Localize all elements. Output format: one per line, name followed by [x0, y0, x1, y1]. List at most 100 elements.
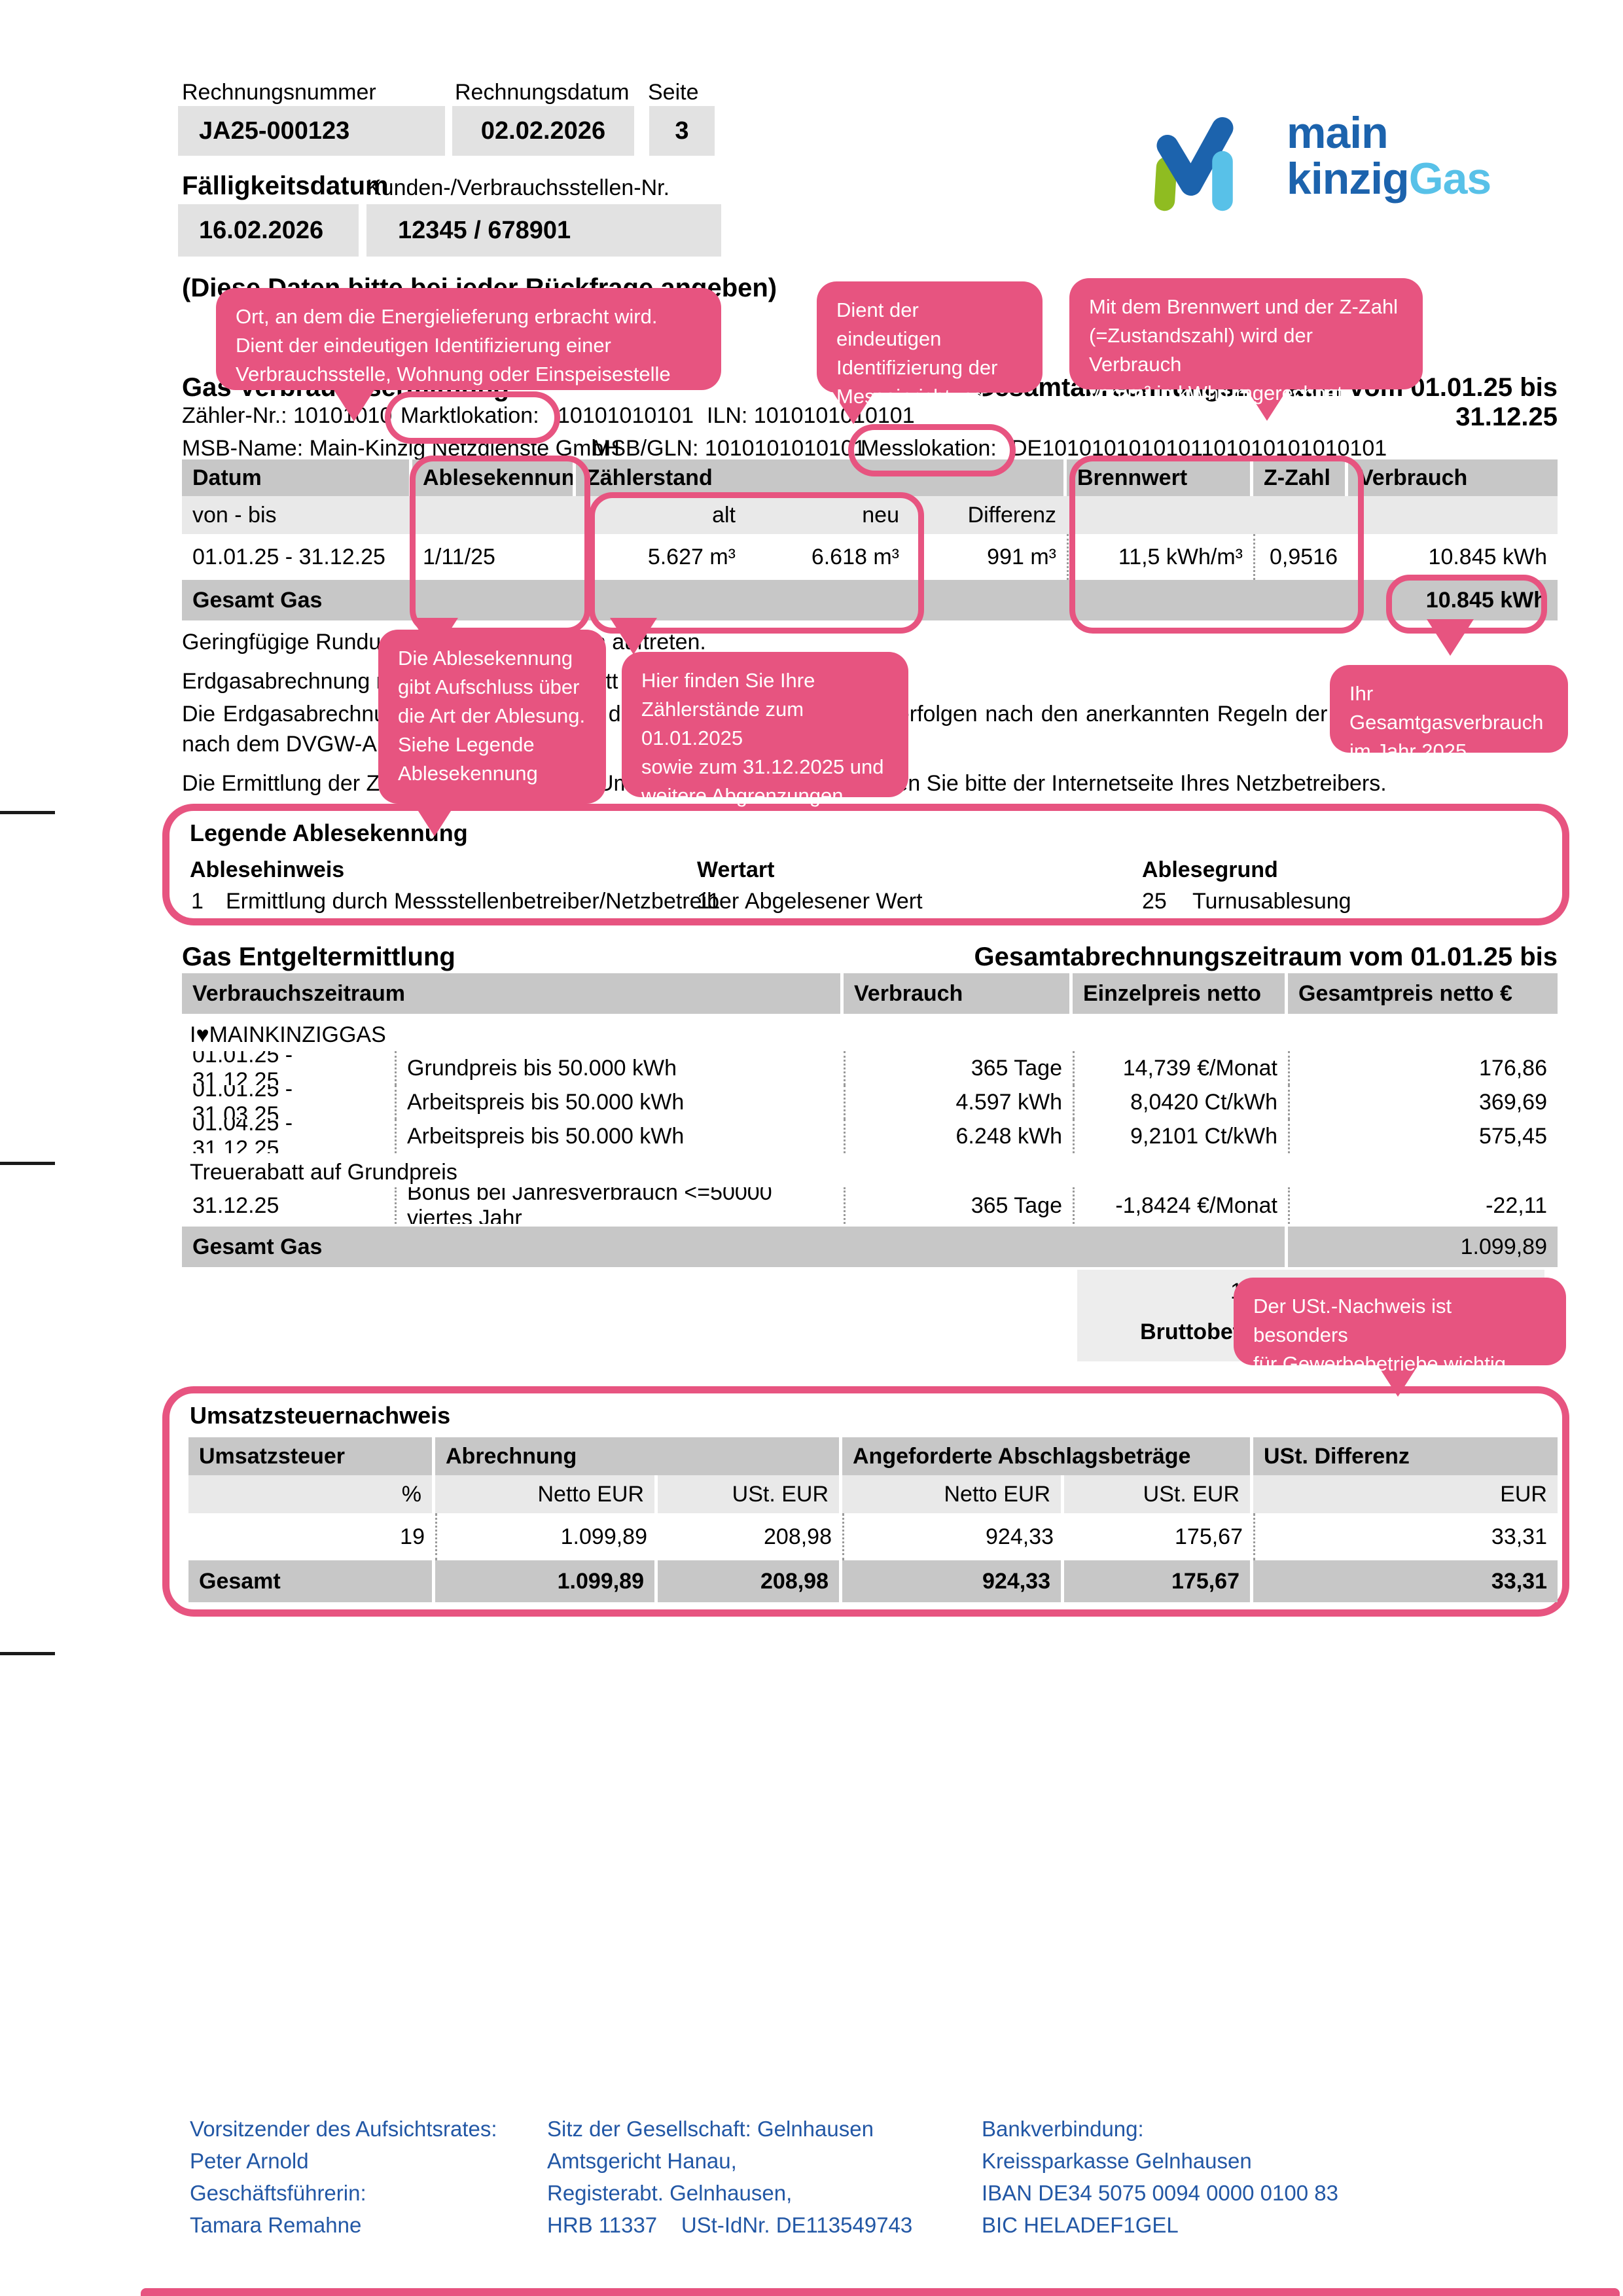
- logo-word-gas: Gas: [1408, 154, 1492, 204]
- logo-wordmark: main kinzigGas: [1287, 110, 1491, 215]
- cell-einzelpreis: 9,2101 Ct/kWh: [1073, 1119, 1288, 1153]
- col-ust-differenz: USt. Differenz: [1264, 1443, 1410, 1469]
- cell-prozent: 19: [400, 1524, 425, 1549]
- legende-col1-header: Ablesehinweis: [190, 857, 345, 882]
- cell-gesamt-ust1: 208,98: [658, 1560, 842, 1602]
- subcol-neu: neu: [862, 502, 899, 528]
- legende-col3-header: Ablesegrund: [1142, 857, 1278, 882]
- messlokation-label: Messlokation:: [861, 436, 997, 461]
- vat-title: Umsatzsteuernachweis: [190, 1402, 451, 1429]
- logo-word-main: main: [1287, 108, 1389, 158]
- callout-ust-nachweis-tail: [1374, 1360, 1421, 1397]
- zaehlerstand-ring-tail: [610, 618, 657, 655]
- invoice-number-value: JA25-000123: [178, 106, 445, 156]
- subcol-empty-zzahl: [1253, 496, 1348, 534]
- legende-col1-text: Ermittlung durch Messstellenbetreiber/Ne…: [226, 889, 740, 914]
- cell-desc: Arbeitspreis bis 50.000 kWh: [395, 1119, 844, 1153]
- col-abschlaege: Angeforderte Abschlagsbeträge: [842, 1437, 1253, 1475]
- cell-gesamt-eur: 33,31: [1491, 1568, 1547, 1594]
- cell-verbrauch: 4.597 kWh: [844, 1085, 1073, 1119]
- logo-word-kinziggas: kinzigGas: [1287, 156, 1491, 202]
- cell-ust2: 175,67: [1175, 1524, 1243, 1549]
- cell-zeitraum: 01.01.25 - 31.03.25: [192, 1085, 293, 1119]
- callout-messlokation: Dient der eindeutigen Identifizierung de…: [817, 281, 1043, 408]
- col-umsatzsteuer: Umsatzsteuer: [188, 1437, 435, 1475]
- consumption-table-header: Datum Ablesekennung Zählerstand Brennwer…: [182, 459, 1558, 496]
- cell-gesamtpreis: -22,11: [1288, 1187, 1558, 1224]
- billing-table-total: Gesamt Gas 1.099,89: [182, 1227, 1558, 1267]
- cell-datum: 01.01.25 - 31.12.25: [192, 544, 385, 569]
- cell-zeitraum: 01.04.25 - 31.12.25: [192, 1119, 293, 1153]
- callout-messlokation-tail: [830, 387, 877, 424]
- cell-desc: Bonus bei Jahresverbrauch <=50000 vierte…: [395, 1187, 844, 1224]
- cell-gesamt-label: Gesamt: [188, 1560, 435, 1602]
- billing-row-grundpreis: 01.01.25 - 31.12.25 Grundpreis bis 50.00…: [182, 1051, 1558, 1085]
- cell-brennwert: 11,5 kWh/m³: [1067, 534, 1253, 580]
- col-ablesekennung: Ablesekennung: [412, 459, 576, 496]
- billing-row-bonus: 31.12.25 Bonus bei Jahresverbrauch <=500…: [182, 1187, 1558, 1224]
- vat-table-header: Umsatzsteuer Abrechnung Angeforderte Abs…: [188, 1437, 1558, 1475]
- col-verbrauch2: Verbrauch: [844, 973, 1073, 1014]
- company-logo: main kinzigGas: [1152, 110, 1491, 215]
- callout-marktlokation-tail: [330, 385, 378, 422]
- cell-verbrauch: 365 Tage: [844, 1051, 1073, 1085]
- fold-mark-middle: [0, 1162, 55, 1165]
- customer-number-label: Kunden-/Verbrauchsstellen-Nr.: [366, 175, 670, 200]
- cell-gesamtpreis: 575,45: [1288, 1119, 1558, 1153]
- subcol-alt: alt: [712, 502, 736, 528]
- subcol-ust2: USt. EUR: [1064, 1475, 1253, 1513]
- cell-eur: 33,31: [1253, 1513, 1558, 1560]
- col-verbrauchszeitraum: Verbrauchszeitraum: [182, 973, 844, 1014]
- col-einzelpreis: Einzelpreis netto: [1073, 973, 1288, 1014]
- subcol-prozent: %: [188, 1475, 435, 1513]
- footer-board: Vorsitzender des Aufsichtsrates: Peter A…: [190, 2117, 497, 2237]
- legende-col2-text: Abgelesener Wert: [745, 889, 923, 914]
- consumption-table-subheader: von - bis alt neu Differenz: [182, 496, 1558, 534]
- subcol-ust1: USt. EUR: [658, 1475, 842, 1513]
- cell-zzahl: 0,9516: [1253, 534, 1348, 580]
- cell-gesamtpreis: 369,69: [1288, 1085, 1558, 1119]
- invoice-date-value: 02.02.2026: [452, 106, 634, 156]
- invoice-number-label: Rechnungsnummer: [182, 80, 376, 105]
- tariff-name: I♥MAINKINZIGGAS: [190, 1022, 386, 1047]
- col-brennwert: Brennwert: [1067, 459, 1253, 496]
- legende-col1-code: 1: [191, 889, 204, 914]
- subcol-differenz: Differenz: [967, 502, 1056, 528]
- fold-mark-bottom: [0, 1652, 55, 1655]
- due-date-label: Fälligkeitsdatum: [182, 171, 389, 200]
- logo-word-kinzig: kinzig: [1287, 154, 1410, 204]
- vat-table-row: 19 1.099,89 208,98 924,33 175,67 33,31: [188, 1513, 1558, 1560]
- consumption-table-row: 01.01.25 - 31.12.25 1/11/25 5.627 m³ 6.6…: [182, 534, 1558, 580]
- callout-brennwert: Mit dem Brennwert und der Z-Zahl (=Zusta…: [1069, 278, 1423, 404]
- iln-number: ILN: 1010101010101: [707, 403, 915, 428]
- cell-gesamt-netto2: 924,33: [842, 1560, 1064, 1602]
- cell-gesamt-ust2: 175,67: [1064, 1560, 1253, 1602]
- cell-desc: Arbeitspreis bis 50.000 kWh: [395, 1085, 844, 1119]
- legende-col2-header: Wertart: [697, 857, 775, 882]
- page-bottom-pink-edge: [141, 2288, 1620, 2296]
- cell-verbrauch: 6.248 kWh: [844, 1119, 1073, 1153]
- customer-number-value: 12345 / 678901: [366, 204, 721, 257]
- cell-verbrauch: 365 Tage: [844, 1187, 1073, 1224]
- callout-marktlokation: Ort, an dem die Energielieferung erbrach…: [216, 288, 721, 390]
- fold-mark-top: [0, 811, 55, 814]
- cell-netto1: 1.099,89: [435, 1513, 658, 1560]
- cell-ust1: 208,98: [764, 1524, 832, 1549]
- cell-gesamtpreis: 176,86: [1288, 1051, 1558, 1085]
- invoice-date-label: Rechnungsdatum: [455, 80, 630, 105]
- msb-name: MSB-Name: Main-Kinzig Netzdienste GmbH: [182, 436, 620, 461]
- legende-col2-code: 11: [697, 889, 721, 914]
- col-zzahl: Z-Zahl: [1253, 459, 1348, 496]
- billing-row-arbeitspreis2: 01.04.25 - 31.12.25 Arbeitspreis bis 50.…: [182, 1119, 1558, 1153]
- legende-box: [162, 804, 1569, 925]
- due-date-value: 16.02.2026: [178, 204, 359, 257]
- discount-label: Treuerabatt auf Grundpreis: [190, 1160, 457, 1185]
- col-verbrauch: Verbrauch: [1359, 465, 1468, 490]
- msb-gln: MSB/GLN: 1010101010101: [592, 436, 866, 461]
- cell-einzelpreis: 8,0420 Ct/kWh: [1073, 1085, 1288, 1119]
- cell-gesamt-netto1: 1.099,89: [435, 1560, 658, 1602]
- gesamtverbrauch-ring-tail: [1427, 619, 1474, 656]
- subcol-empty-verbrauch: [1348, 496, 1558, 534]
- vat-table-total: Gesamt 1.099,89 208,98 924,33 175,67 33,…: [188, 1560, 1558, 1602]
- billing-total-value: 1.099,89: [1460, 1234, 1547, 1259]
